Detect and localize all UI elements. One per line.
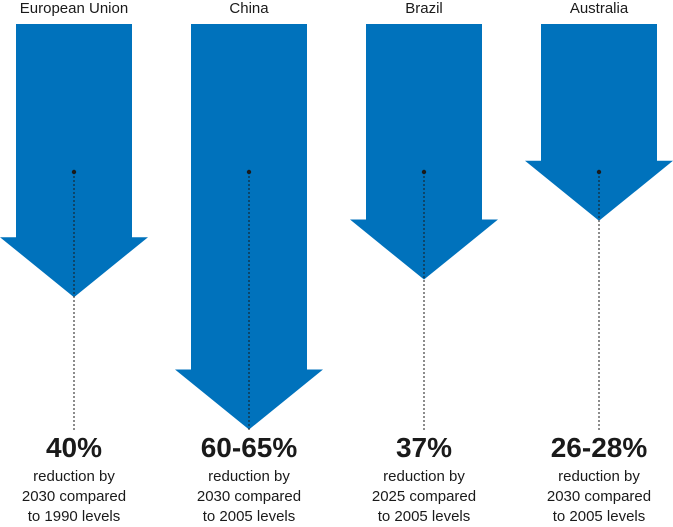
arrow-bar (0, 24, 148, 298)
description-line: to 2005 levels (377, 508, 471, 525)
country-label: China (229, 0, 269, 17)
description: reduction by 2030 compared to 2005 level… (525, 467, 673, 527)
description-line: 2025 compared (371, 488, 477, 505)
column-brazil: Brazil 37% reduction by 2025 compared to… (350, 0, 498, 527)
leader-dot (246, 169, 252, 175)
arrow-svg (0, 24, 148, 430)
description: reduction by 2025 compared to 2005 level… (350, 467, 498, 527)
leader-dot (71, 169, 77, 175)
percentage-label: 40% (45, 432, 103, 463)
arrow-svg (175, 24, 323, 430)
description-line: 2030 compared (196, 488, 302, 505)
percentage-label: 26-28% (550, 432, 648, 463)
column-european-union: European Union 40% reduction by 2030 com… (0, 0, 148, 527)
percentage-label: 60-65% (200, 432, 298, 463)
leader-dot (596, 169, 602, 175)
description-line: to 1990 levels (27, 508, 121, 525)
percentage-label: 37% (395, 432, 453, 463)
arrow-bar (175, 24, 323, 430)
column-australia: Australia 26-28% reduction by 2030 compa… (525, 0, 673, 527)
description-line: 2030 compared (546, 488, 652, 505)
description-line: reduction by (33, 468, 115, 485)
column-china: China 60-65% reduction by 2030 compared … (175, 0, 323, 527)
country-label: Brazil (405, 0, 443, 17)
description-line: 2030 compared (21, 488, 127, 505)
arrow-svg (525, 24, 673, 430)
description-line: to 2005 levels (552, 508, 646, 525)
description: reduction by 2030 compared to 1990 level… (0, 467, 148, 527)
description: reduction by 2030 compared to 2005 level… (175, 467, 323, 527)
description-line: reduction by (208, 468, 290, 485)
description-line: reduction by (383, 468, 465, 485)
country-label: Australia (569, 0, 629, 17)
description-line: to 2005 levels (202, 508, 296, 525)
description-line: reduction by (558, 468, 640, 485)
arrow-bar (525, 24, 673, 221)
arrow-bar (350, 24, 498, 280)
country-label: European Union (19, 0, 129, 17)
leader-dot (421, 169, 427, 175)
arrow-svg (350, 24, 498, 430)
